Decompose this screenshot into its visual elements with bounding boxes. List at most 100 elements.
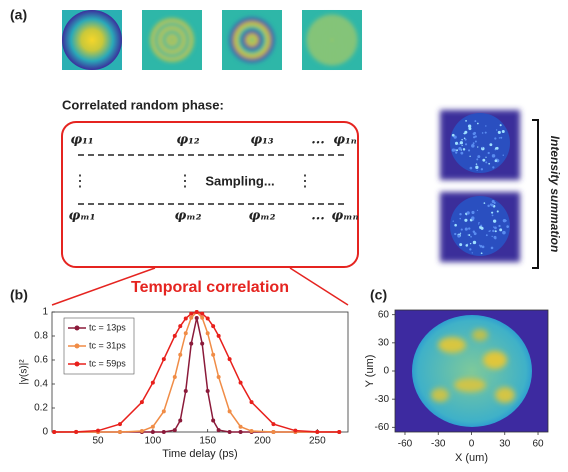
speckle (474, 232, 477, 235)
speckle (495, 159, 498, 162)
data-point (211, 324, 215, 328)
legend-label: tc = 31ps (89, 340, 126, 350)
data-point (228, 357, 232, 361)
speckle (492, 230, 494, 232)
speckle (491, 212, 493, 214)
speckle (481, 252, 483, 254)
speckle (473, 241, 476, 244)
speckle (489, 230, 490, 231)
speckle (455, 142, 458, 145)
speckle (472, 252, 473, 253)
speckle (484, 202, 486, 204)
speckle (468, 149, 470, 151)
speckle (476, 163, 478, 165)
speckle (463, 133, 464, 134)
data-point (173, 375, 177, 379)
speckle (492, 214, 494, 216)
speckle (495, 230, 497, 232)
blotch (431, 388, 449, 402)
data-point (206, 389, 210, 393)
speckle (480, 225, 482, 227)
data-point (184, 389, 188, 393)
y-tick-label: 0.8 (34, 331, 48, 342)
panel-label: (a) (10, 7, 27, 23)
speckle (464, 219, 467, 222)
data-point (189, 316, 193, 320)
speckle (496, 129, 497, 130)
speckle (471, 211, 474, 214)
speckle (492, 154, 495, 157)
data-point (189, 312, 193, 316)
data-point (184, 331, 188, 335)
speckle (499, 137, 500, 138)
speckle (482, 132, 484, 134)
speckle (493, 220, 496, 223)
x-tick-label: 50 (92, 436, 104, 447)
phase-label: ... (311, 209, 325, 224)
phase-label: φₘ₂ (175, 209, 202, 224)
phase-label: φ₁₁ (70, 133, 93, 148)
blotch (495, 387, 515, 403)
heatmap-disk (412, 315, 532, 427)
vertical-dots: ⋮ (297, 173, 313, 190)
speckle (477, 210, 478, 211)
y-tick-label: 30 (378, 337, 390, 348)
y-tick-label: 0.6 (34, 355, 48, 366)
x-tick-label: 30 (499, 439, 511, 450)
speckle (478, 222, 480, 224)
data-point (206, 316, 210, 320)
speckle (487, 205, 489, 207)
data-point (337, 430, 341, 434)
y-tick-label: -60 (375, 422, 390, 433)
speckle (475, 166, 478, 169)
speckle (498, 225, 500, 227)
data-point (178, 324, 182, 328)
data-point (151, 381, 155, 385)
x-tick-label: 100 (145, 436, 162, 447)
speckle (506, 225, 509, 228)
speckle (465, 143, 467, 145)
speckle (470, 236, 472, 238)
legend-marker (75, 326, 80, 331)
speckle (467, 211, 470, 214)
mode-images (62, 10, 362, 70)
vertical-dots: ⋮ (72, 173, 88, 190)
speckle (477, 146, 478, 147)
subtitle: Correlated random phase: (62, 97, 224, 112)
chart-title: Temporal correlation (131, 279, 289, 296)
speckle (461, 139, 462, 140)
x-tick-label: -30 (431, 439, 446, 450)
speckle (456, 149, 458, 151)
speckle (462, 145, 463, 146)
blotch (454, 378, 486, 392)
speckle-image (450, 113, 510, 173)
y-axis-label: |γ(s)|² (19, 359, 30, 385)
data-point (52, 430, 56, 434)
data-point (118, 430, 122, 434)
speckle (460, 152, 463, 155)
speckle (452, 148, 455, 151)
x-axis-label: Time delay (ps) (162, 448, 237, 460)
speckle (482, 147, 483, 148)
speckle (454, 233, 456, 235)
data-point (184, 316, 188, 320)
speckle (463, 148, 465, 150)
mode-image (228, 16, 276, 64)
legend-label: tc = 13ps (89, 322, 126, 332)
speckle (488, 163, 490, 165)
data-point (206, 331, 210, 335)
speckle (485, 157, 486, 158)
speckle (464, 131, 467, 134)
speckle (478, 223, 479, 224)
data-point (271, 422, 275, 426)
speckle (473, 136, 475, 138)
speckle (498, 131, 501, 134)
data-point (140, 400, 144, 404)
speckle (458, 147, 461, 150)
speckle (502, 130, 505, 133)
x-tick-label: -60 (398, 439, 413, 450)
speckle (503, 155, 504, 156)
speckle (500, 137, 502, 139)
x-tick-label: 150 (199, 436, 216, 447)
data-point (315, 430, 319, 434)
